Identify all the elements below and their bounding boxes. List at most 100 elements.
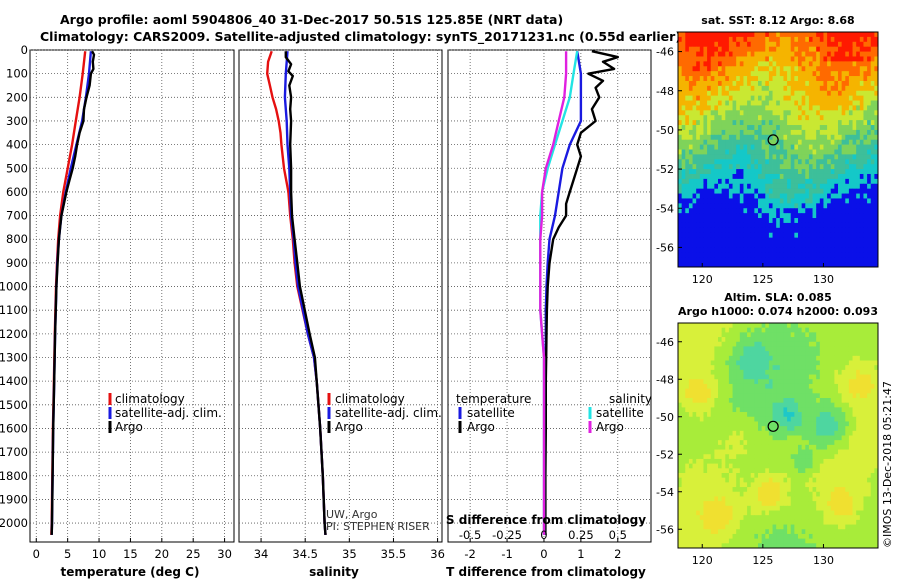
- map-cell: [750, 90, 755, 97]
- map-cell: [845, 257, 850, 263]
- map-cell: [863, 76, 868, 82]
- map-cell: [874, 71, 879, 77]
- map-cell: [852, 115, 857, 121]
- map-cell: [761, 149, 766, 155]
- map-cell: [798, 178, 803, 185]
- map-cell: [845, 183, 850, 190]
- map-cell: [776, 178, 781, 185]
- map-cell: [801, 61, 806, 67]
- map-cell: [783, 242, 788, 248]
- map-cell: [830, 173, 835, 180]
- map-cell: [845, 110, 850, 116]
- map-cell: [678, 463, 683, 469]
- map-cell: [841, 393, 846, 399]
- map-cell: [816, 487, 821, 493]
- map-cell: [768, 388, 773, 394]
- map-cell: [688, 227, 693, 234]
- map-cell: [714, 369, 719, 375]
- map-cell: [761, 257, 766, 263]
- map-cell: [743, 346, 748, 352]
- map-cell: [685, 115, 690, 121]
- map-cell: [736, 369, 741, 375]
- map-cell: [870, 477, 875, 483]
- map-cell: [808, 426, 813, 432]
- map-cell: [845, 421, 850, 427]
- map-cell: [790, 407, 795, 413]
- map-cell: [838, 412, 843, 418]
- map-cell: [783, 454, 788, 460]
- map-cell: [823, 393, 828, 399]
- map-cell: [805, 41, 810, 48]
- map-cell: [703, 169, 708, 175]
- map-cell: [772, 198, 777, 204]
- map-cell: [827, 426, 832, 432]
- map-cell: [863, 402, 868, 408]
- map-cell: [827, 449, 832, 455]
- map-cell: [845, 374, 850, 380]
- map-cell: [772, 154, 777, 160]
- map-cell: [765, 416, 770, 422]
- map-cell: [678, 213, 683, 219]
- map-cell: [758, 458, 763, 465]
- map-cell: [718, 56, 723, 62]
- map-cell: [728, 134, 733, 141]
- x-tick-label: 20: [154, 547, 169, 561]
- map-cell: [750, 232, 755, 239]
- map-cell: [870, 46, 875, 52]
- map-cell: [856, 252, 861, 258]
- map-cell: [692, 473, 697, 479]
- map-cell: [678, 76, 683, 82]
- map-cell: [863, 237, 868, 243]
- map-cell: [798, 257, 803, 263]
- series-line-temperature-satellite: [543, 51, 583, 535]
- map-cell: [750, 139, 755, 146]
- map-cell: [874, 388, 879, 394]
- map-x-tick-label: 125: [752, 273, 773, 286]
- map-cell: [794, 346, 799, 352]
- temperature-legend: climatology satellite-adj. clim. Argo: [108, 392, 222, 434]
- map-cell: [758, 51, 763, 57]
- map-cell: [794, 237, 799, 243]
- map-cell: [747, 398, 752, 404]
- map-cell: [707, 178, 712, 185]
- map-cell: [758, 416, 763, 422]
- map-cell: [819, 36, 824, 43]
- map-cell: [721, 237, 726, 243]
- map-cell: [758, 100, 763, 106]
- map-cell: [685, 365, 690, 371]
- map-cell: [790, 435, 795, 441]
- map-cell: [754, 85, 759, 92]
- map-cell: [794, 164, 799, 170]
- map-cell: [707, 416, 712, 422]
- map-cell: [808, 440, 813, 446]
- map-cell: [732, 477, 737, 483]
- map-cell: [699, 164, 704, 170]
- map-cell: [732, 468, 737, 474]
- map-cell: [874, 468, 879, 474]
- map-cell: [732, 149, 737, 155]
- map-cell: [845, 398, 850, 404]
- map-cell: [816, 125, 821, 131]
- map-cell: [710, 252, 715, 258]
- map-cell: [863, 449, 868, 455]
- map-cell: [859, 76, 864, 82]
- map-cell: [692, 435, 697, 441]
- map-cell: [696, 56, 701, 62]
- map-cell: [859, 56, 864, 62]
- map-cell: [794, 369, 799, 375]
- map-cell: [768, 332, 773, 338]
- map-cell: [732, 491, 737, 497]
- map-cell: [736, 332, 741, 338]
- map-cell: [870, 421, 875, 427]
- map-cell: [736, 416, 741, 422]
- map-cell: [703, 144, 708, 150]
- map-cell: [783, 237, 788, 243]
- map-cell: [827, 183, 832, 190]
- map-cell: [856, 36, 861, 43]
- map-cell: [827, 257, 832, 263]
- map-cell: [787, 56, 792, 62]
- map-cell: [856, 323, 861, 329]
- map-cell: [801, 32, 806, 38]
- map-cell: [841, 80, 846, 87]
- map-cell: [838, 159, 843, 165]
